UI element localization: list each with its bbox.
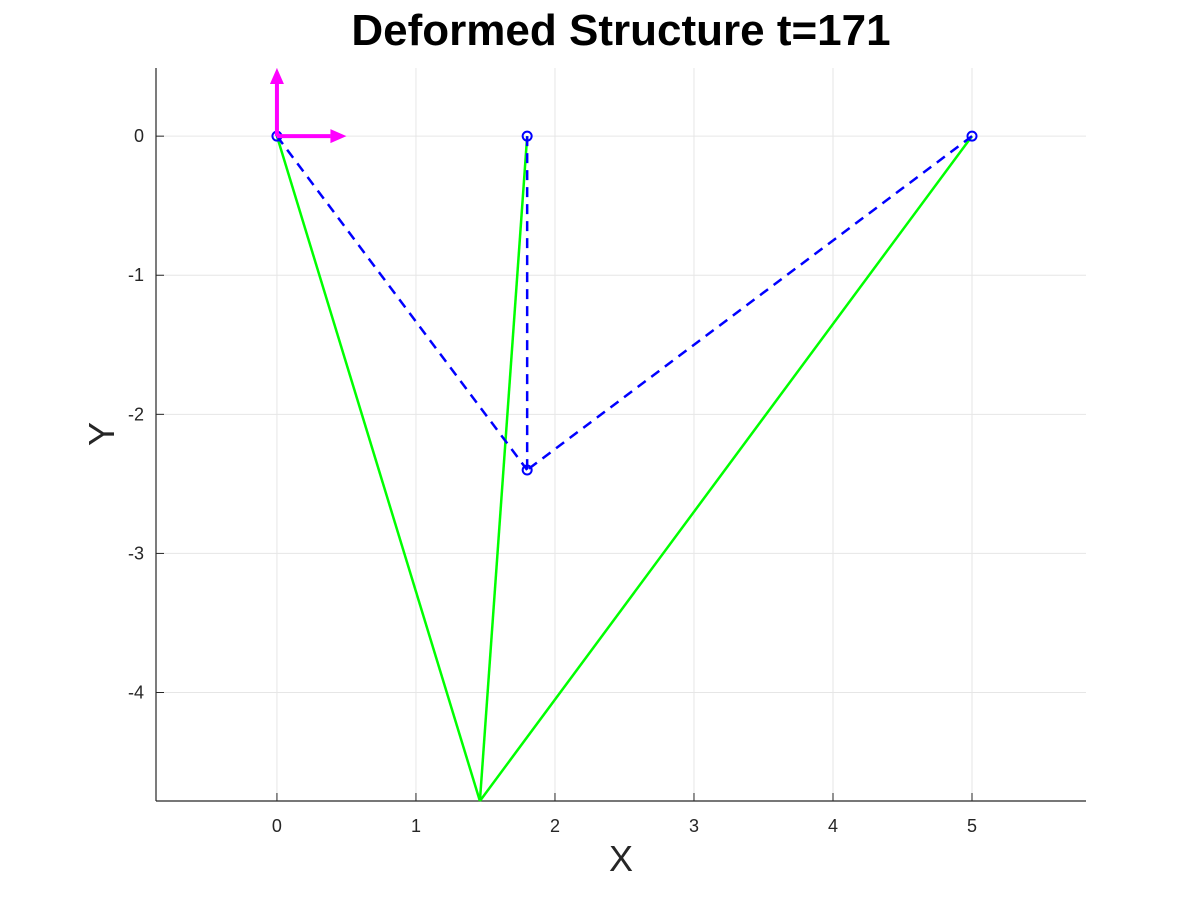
- x-tick-label: 2: [550, 816, 560, 836]
- x-tick-label: 0: [272, 816, 282, 836]
- series: [275, 135, 974, 802]
- plot-area: [156, 68, 1086, 801]
- deformed-member-line: [275, 135, 482, 802]
- deformed-member-line: [478, 136, 529, 802]
- node-marker: [521, 130, 533, 142]
- axes: [155, 68, 1086, 802]
- load-arrow-head: [330, 129, 347, 144]
- y-axis-label: Y: [81, 422, 122, 446]
- x-axis-label: X: [609, 838, 633, 879]
- y-tick-label: -1: [128, 265, 144, 285]
- ticks: 0 1 2 3 4 5 0 -1 -2 -3 -4: [128, 126, 977, 836]
- node-marker: [521, 464, 533, 476]
- deformed-member-line: [478, 135, 974, 802]
- x-tick-label: 4: [828, 816, 838, 836]
- y-tick-label: -2: [128, 404, 144, 424]
- x-tick-label: 5: [967, 816, 977, 836]
- original-member-line: [526, 135, 973, 471]
- load-arrow-head: [269, 68, 284, 84]
- y-tick-label: -3: [128, 543, 144, 563]
- x-tick-label: 1: [411, 816, 421, 836]
- y-tick-label: 0: [134, 126, 144, 146]
- chart-title: Deformed Structure t=171: [351, 6, 890, 55]
- grid: [156, 68, 1086, 801]
- node-marker: [966, 130, 978, 142]
- x-tick-label: 3: [689, 816, 699, 836]
- original-member-line: [275, 135, 529, 471]
- arrows: [269, 68, 347, 144]
- y-tick-label: -4: [128, 683, 144, 703]
